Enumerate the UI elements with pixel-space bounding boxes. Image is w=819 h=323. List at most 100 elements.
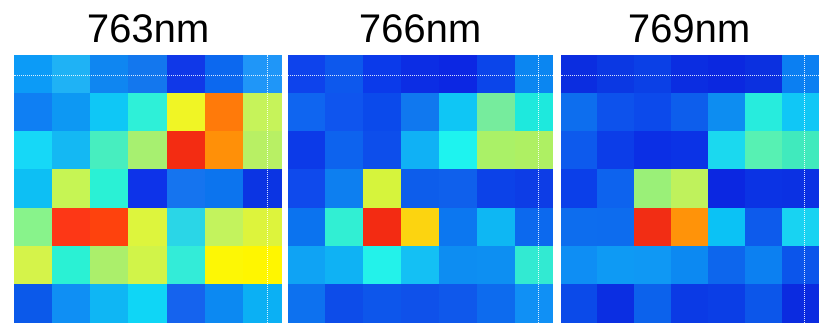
heatmap-cell xyxy=(401,93,440,133)
heatmap-cell xyxy=(671,131,709,171)
heatmap-cell xyxy=(561,246,599,286)
heatmap-cell xyxy=(90,93,130,133)
heatmap-cell xyxy=(477,208,516,248)
heatmap-cell xyxy=(128,208,168,248)
heatmap-cell xyxy=(708,131,746,171)
heatmap-cell xyxy=(288,169,327,209)
heatmap-cell xyxy=(561,131,599,171)
heatmap-cell xyxy=(52,284,92,323)
heatmap-cell xyxy=(52,131,92,171)
heatmap-cell xyxy=(597,208,635,248)
heatmap-cell xyxy=(52,169,92,209)
heatmap-cell xyxy=(439,246,478,286)
heatmap-cell xyxy=(14,284,54,323)
heatmap-cell xyxy=(243,284,282,323)
heatmap-cell xyxy=(363,131,402,171)
heatmap-cell xyxy=(14,131,54,171)
heatmap-cell xyxy=(401,208,440,248)
heatmap-cell xyxy=(401,284,440,323)
heatmap-cell xyxy=(52,208,92,248)
heatmap-cell xyxy=(363,284,402,323)
heatmap-cell xyxy=(671,169,709,209)
heatmap-cell xyxy=(477,93,516,133)
heatmap-cell xyxy=(363,93,402,133)
heatmap-cell xyxy=(401,246,440,286)
heatmap-cell xyxy=(708,169,746,209)
heatmap-cell xyxy=(14,246,54,286)
heatmap-cell xyxy=(597,284,635,323)
heatmap-cell xyxy=(477,169,516,209)
panel-title: 766nm xyxy=(358,7,482,51)
heatmap-cell xyxy=(634,93,672,133)
heatmap-cell xyxy=(515,208,553,248)
heatmap-cell xyxy=(782,246,819,286)
heatmap-cell xyxy=(561,169,599,209)
heatmap-cell xyxy=(634,246,672,286)
heatmap-cell xyxy=(439,169,478,209)
panel-title: 769nm xyxy=(627,7,751,51)
heatmap-cell xyxy=(363,246,402,286)
heatmap-cell xyxy=(439,208,478,248)
heatmap-cell xyxy=(597,93,635,133)
heatmap-cell xyxy=(515,169,553,209)
heatmap-cell xyxy=(671,284,709,323)
heatmap-grid xyxy=(288,55,553,323)
heatmap-cell xyxy=(325,246,364,286)
heatmap-grid xyxy=(14,55,282,323)
heatmap-cell xyxy=(745,246,783,286)
heatmap-cell xyxy=(205,284,245,323)
heatmap-cell xyxy=(167,246,207,286)
heatmap-cell xyxy=(167,131,207,171)
heatmap-cell xyxy=(90,131,130,171)
heatmap-cell xyxy=(515,284,553,323)
heatmap-cell xyxy=(708,246,746,286)
heatmap-cell xyxy=(288,93,327,133)
heatmap-cell xyxy=(782,208,819,248)
heatmap-cell xyxy=(634,131,672,171)
heatmap-cell xyxy=(128,169,168,209)
heatmap-cell xyxy=(597,169,635,209)
heatmap-cell xyxy=(243,246,282,286)
heatmap-cell xyxy=(745,169,783,209)
heatmap-cell xyxy=(167,169,207,209)
heatmap-cell xyxy=(477,131,516,171)
heatmap-cell xyxy=(325,93,364,133)
heatmap-cell xyxy=(515,246,553,286)
heatmap-cell xyxy=(14,208,54,248)
heatmap-cell xyxy=(205,93,245,133)
heatmap-cell xyxy=(363,169,402,209)
heatmap-cell xyxy=(401,169,440,209)
heatmap-cell xyxy=(708,208,746,248)
heatmap-cell xyxy=(477,284,516,323)
heatmap-cell xyxy=(90,284,130,323)
heatmap-cell xyxy=(561,284,599,323)
heatmap-cell xyxy=(128,246,168,286)
heatmap-cell xyxy=(205,208,245,248)
heatmap-cell xyxy=(439,131,478,171)
heatmap-cell xyxy=(634,208,672,248)
heatmap-cell xyxy=(325,131,364,171)
heatmap-cell xyxy=(363,208,402,248)
heatmap-cell xyxy=(634,284,672,323)
heatmap-cell xyxy=(52,93,92,133)
heatmap-cell xyxy=(782,169,819,209)
heatmap-cell xyxy=(401,131,440,171)
heatmap-cell xyxy=(597,131,635,171)
heatmap-cell xyxy=(745,93,783,133)
grid-guide-line xyxy=(267,55,268,323)
heatmap-cell xyxy=(243,208,282,248)
heatmap-cell xyxy=(90,208,130,248)
heatmap-cell xyxy=(597,246,635,286)
heatmap-cell xyxy=(634,169,672,209)
heatmap-cell xyxy=(671,93,709,133)
heatmap-cell xyxy=(745,208,783,248)
grid-guide-line xyxy=(804,55,805,323)
heatmap-cell xyxy=(325,284,364,323)
heatmap-cell xyxy=(288,284,327,323)
heatmap-cell xyxy=(782,131,819,171)
heatmap-cell xyxy=(52,246,92,286)
heatmap-cell xyxy=(205,169,245,209)
heatmap-cell xyxy=(671,246,709,286)
heatmap-cell xyxy=(167,284,207,323)
grid-guide-line xyxy=(538,55,539,323)
